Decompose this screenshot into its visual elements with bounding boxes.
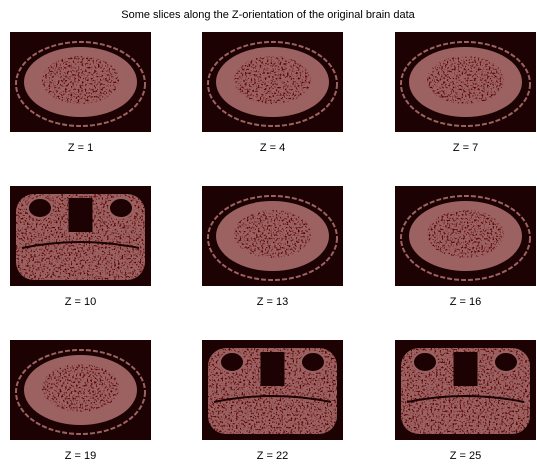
slice-label: Z = 7 — [453, 142, 478, 154]
slice-brain — [427, 56, 504, 104]
eye-socket — [28, 198, 52, 218]
figure-title: Some slices along the Z-orientation of t… — [121, 9, 415, 21]
slice-brain — [427, 210, 504, 258]
nasal-cavity — [454, 352, 478, 386]
eye-socket — [494, 352, 518, 372]
eye-socket — [109, 198, 133, 218]
slice-brain — [234, 210, 311, 258]
slice-label: Z = 19 — [65, 450, 97, 462]
slice-label: Z = 25 — [450, 450, 482, 462]
eye-socket — [413, 352, 437, 372]
slice-brain — [42, 56, 119, 104]
eye-socket — [220, 352, 244, 372]
slice-label: Z = 10 — [65, 296, 97, 308]
nasal-cavity — [261, 352, 285, 386]
figure: Some slices along the Z-orientation of t… — [0, 0, 537, 462]
slice-label: Z = 1 — [68, 142, 93, 154]
slice-brain — [234, 56, 311, 104]
slice-brain — [42, 364, 119, 412]
nasal-cavity — [69, 198, 93, 232]
eye-socket — [301, 352, 325, 372]
slice-label: Z = 13 — [257, 296, 289, 308]
slice-label: Z = 16 — [450, 296, 482, 308]
slice-label: Z = 22 — [257, 450, 289, 462]
slice-label: Z = 4 — [260, 142, 285, 154]
